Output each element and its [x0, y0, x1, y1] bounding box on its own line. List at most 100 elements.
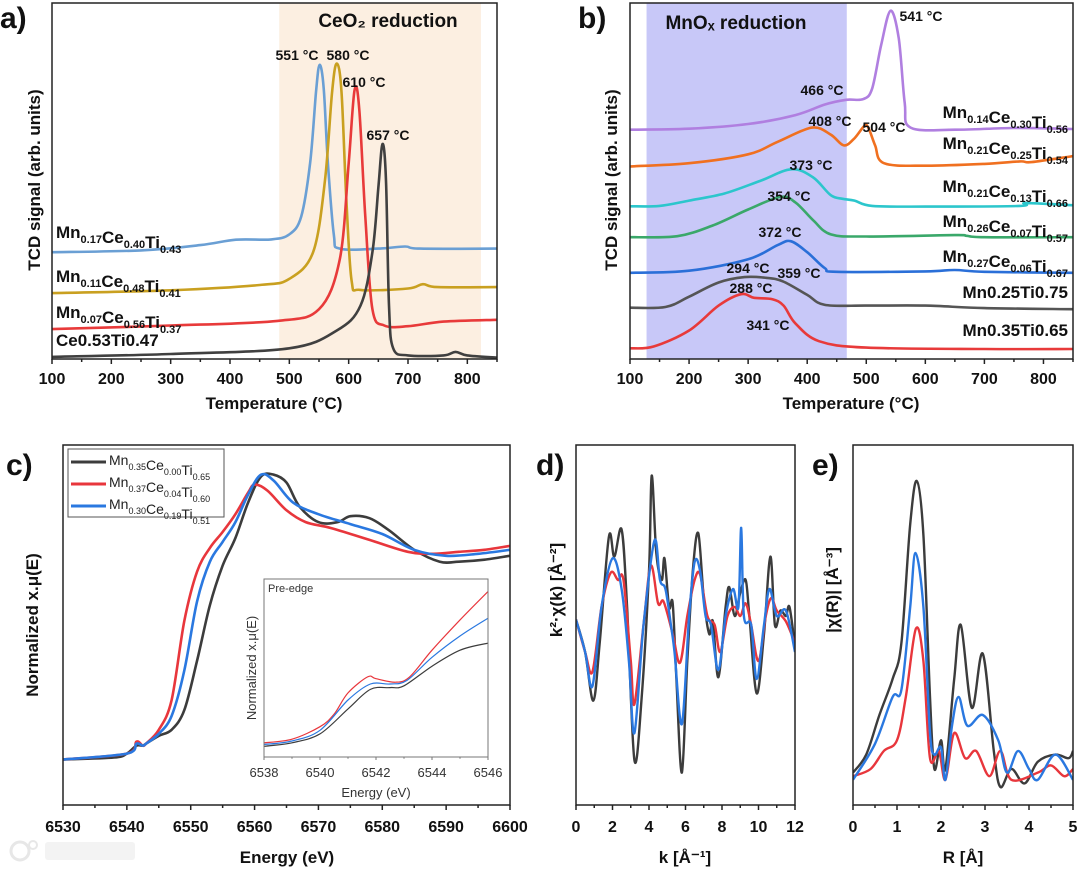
- x-tick-label: 0: [849, 819, 858, 836]
- series-group-e: [853, 479, 1073, 789]
- chart-e-xlabel: R [Å]: [943, 848, 984, 867]
- series-line-d-2: [576, 526, 795, 735]
- chart-b-ylabel: TCD signal (arb. units): [602, 89, 621, 270]
- x-tick-label: 6560: [237, 819, 273, 836]
- series-line-a-1: [52, 62, 497, 295]
- peak-label: 373 °C: [790, 157, 833, 173]
- peak-label: 408 °C: [809, 113, 852, 129]
- x-tick-label: 200: [98, 371, 125, 388]
- panel-letter-a: a): [0, 2, 27, 35]
- series-label: Mn0.27Ce0.06Ti0.67: [943, 247, 1068, 280]
- panel-letter-e: e): [812, 449, 839, 482]
- x-tick-label: 600: [912, 371, 939, 388]
- series-line-b-3: [630, 195, 1073, 239]
- series-label: Ce0.53Ti0.47: [56, 331, 159, 350]
- series-layer: [52, 9, 1073, 789]
- x-tick-label: 400: [217, 371, 244, 388]
- x-tick-label: 4: [1025, 819, 1034, 836]
- x-tick-label: 6530: [45, 819, 81, 836]
- plot-frame-a: [51, 2, 498, 360]
- peak-label: 657 °C: [367, 127, 410, 143]
- series-label: Mn0.07Ce0.56Ti0.37: [56, 303, 181, 336]
- shaded-regions: [279, 3, 847, 359]
- chart-c-inset-xlabel: Energy (eV): [341, 785, 410, 800]
- series-line-a-3: [52, 142, 497, 359]
- x-tick-label: 8: [718, 819, 727, 836]
- peak-label: 466 °C: [801, 82, 844, 98]
- series-line-b-6: [630, 292, 1073, 351]
- chart-c-ylabel: Normalized x.μ(E): [23, 553, 42, 697]
- panel-letter-b: b): [578, 2, 606, 35]
- series-label: Mn0.21Ce0.25Ti0.54: [943, 134, 1069, 167]
- peak-label: 541 °C: [900, 8, 943, 24]
- chart-c-inset-title: Pre-edge: [268, 583, 313, 595]
- x-tick-label: 300: [735, 371, 762, 388]
- x-tick-label: 600: [335, 371, 362, 388]
- x-tick-label: 6570: [301, 819, 337, 836]
- watermark-logo: [9, 840, 135, 862]
- axes-layer: [51, 2, 1074, 810]
- series-group-ci: [264, 591, 488, 747]
- x-tick-label: 6538: [250, 765, 279, 780]
- x-tick-label: 6540: [306, 765, 335, 780]
- x-tick-label: 6590: [428, 819, 464, 836]
- peak-label: 359 °C: [778, 265, 821, 281]
- series-label: Mn0.17Ce0.40Ti0.43: [56, 223, 181, 256]
- panel-letter-c: c): [6, 449, 33, 482]
- chart-a-xlabel: Temperature (°C): [206, 394, 343, 413]
- x-tick-label: 500: [853, 371, 880, 388]
- x-tick-label: 200: [676, 371, 703, 388]
- x-tick-label: 6546: [474, 765, 503, 780]
- series-line-b-2: [630, 167, 1073, 208]
- peak-label: 551 °C: [276, 47, 319, 63]
- x-tick-label: 6580: [364, 819, 400, 836]
- series-line-d-0: [576, 474, 795, 774]
- x-tick-label: 6544: [418, 765, 447, 780]
- chart-e-ylabel: |χ(R)| [Å⁻³]: [823, 547, 842, 633]
- text-layer: 100 200 300 400 500 600 700 800 100 200 300 400 500 6…: [39, 8, 1078, 836]
- peak-label: 580 °C: [327, 47, 370, 63]
- chart-b-title: MnOₓ reduction: [665, 13, 806, 34]
- peak-label: 504 °C: [863, 119, 906, 135]
- x-tick-label: 4: [645, 819, 654, 836]
- peak-label: 288 °C: [730, 280, 773, 296]
- peak-label: 341 °C: [747, 317, 790, 333]
- chart-c-inset-ylabel: Normalized x.μ(E): [244, 616, 259, 720]
- chart-d-xlabel: k [Å⁻¹]: [659, 848, 711, 867]
- peak-label: 294 °C: [727, 260, 770, 276]
- x-tick-label: 400: [794, 371, 821, 388]
- series-line-ci-1: [264, 591, 488, 744]
- inset-background: [264, 579, 488, 757]
- x-tick-label: 6550: [173, 819, 209, 836]
- x-tick-label: 0: [572, 819, 581, 836]
- series-label: Mn0.11Ce0.48Ti0.41: [56, 267, 181, 300]
- series-line-a-0: [52, 63, 497, 254]
- series-group-d: [576, 474, 795, 774]
- series-line-b-4: [630, 239, 1073, 275]
- series-line-b-1: [630, 123, 1073, 168]
- legend-label: Mn0.30Ce0.19Ti0.51: [109, 496, 210, 526]
- series-line-e-0: [853, 479, 1073, 789]
- x-tick-label: 12: [786, 819, 804, 836]
- series-line-e-1: [853, 626, 1073, 782]
- series-group-a: [52, 62, 497, 359]
- x-tick-label: 10: [750, 819, 768, 836]
- series-line-b-5: [630, 275, 1073, 311]
- series-label: Mn0.14Ce0.30Ti0.56: [943, 103, 1068, 136]
- x-tick-label: 100: [617, 371, 644, 388]
- x-tick-label: 6600: [492, 819, 528, 836]
- chart-a-ylabel: TCD signal (arb. units): [25, 89, 44, 270]
- x-tick-label: 100: [39, 371, 66, 388]
- x-tick-label: 700: [971, 371, 998, 388]
- x-tick-label: 500: [276, 371, 303, 388]
- series-label: Mn0.35Ti0.65: [962, 321, 1068, 340]
- x-tick-label: 800: [1030, 371, 1057, 388]
- x-tick-label: 700: [395, 371, 422, 388]
- x-tick-label: 5: [1069, 819, 1078, 836]
- series-label: Mn0.21Ce0.13Ti0.66: [943, 177, 1068, 210]
- plot-frame-b: [629, 2, 1074, 360]
- series-line-b-0: [630, 9, 1073, 132]
- x-tick-label: 800: [454, 371, 481, 388]
- panel-letter-d: d): [536, 449, 564, 482]
